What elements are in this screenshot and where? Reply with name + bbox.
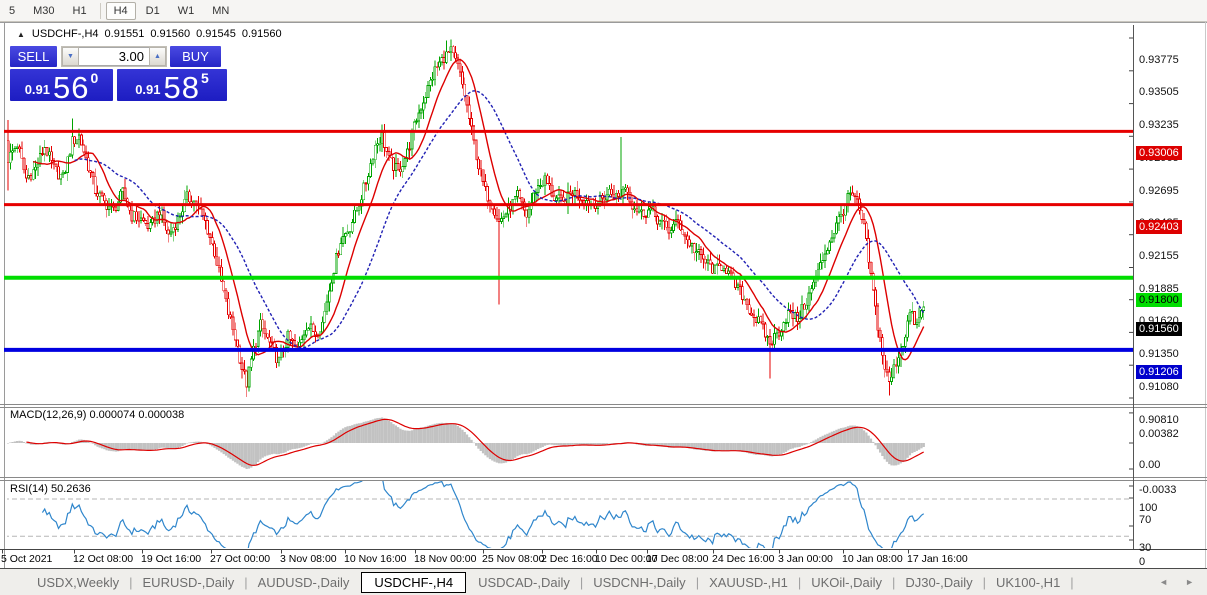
volume-increase-button[interactable]: ▲ — [149, 47, 166, 66]
price-axis-label: 0.93235 — [1139, 119, 1179, 132]
rsi-axis-label: 30 — [1139, 541, 1152, 554]
price-axis-badge: 0.91560 — [1136, 321, 1182, 336]
macd-axis-label: 0.00 — [1139, 458, 1161, 471]
price-axis-badge: 0.91206 — [1136, 364, 1182, 379]
chart-tab-uk100-h1[interactable]: UK100-,H1 — [995, 574, 1061, 590]
time-axis-label: 27 Oct 00:00 — [210, 553, 271, 565]
buy-price-display[interactable]: 0.91 58 5 — [117, 69, 227, 105]
price-axis-badge: 0.93006 — [1136, 146, 1182, 161]
chart-symbol-header: ▲ USDCHF-,H4 0.91551 0.91560 0.91545 0.91560 — [17, 28, 282, 40]
macd-indicator-label: MACD(12,26,9) 0.000074 0.000038 — [10, 409, 185, 421]
tab-separator: | — [579, 574, 584, 590]
time-axis-label: 18 Nov 00:00 — [414, 553, 477, 565]
time-axis-label: 25 Nov 08:00 — [482, 553, 545, 565]
timeframe-button-w1[interactable]: W1 — [177, 4, 195, 17]
buy-price-big: 58 — [163, 70, 200, 105]
tab-separator: | — [129, 574, 133, 590]
chart-tab-xauusd-h1[interactable]: XAUUSD-,H1 — [709, 574, 788, 590]
chart-tab-usdchf-h4[interactable]: USDCHF-,H4 — [361, 571, 467, 593]
buy-price-prefix: 0.91 — [135, 82, 161, 97]
chart-tab-usdx-weekly[interactable]: USDX,Weekly — [37, 574, 120, 590]
sell-price-pip: 0 — [90, 70, 99, 86]
time-axis-label: 12 Oct 08:00 — [73, 553, 134, 565]
price-axis-label: 0.93775 — [1139, 53, 1179, 66]
chart-window: ▲ USDCHF-,H4 0.91551 0.91560 0.91545 0.91560 … — [0, 22, 1207, 568]
volume-spinner: ▼ ▲ — [61, 46, 167, 67]
toolbar-separator — [99, 2, 101, 19]
price-axis-label: 0.93505 — [1139, 86, 1179, 99]
volume-input[interactable] — [79, 47, 149, 66]
timeframe-button-h1[interactable]: H1 — [72, 4, 87, 17]
time-axis-label: 10 Nov 16:00 — [344, 553, 407, 565]
time-axis-label: 19 Oct 16:00 — [141, 553, 202, 565]
tab-scroll-left-icon[interactable]: ◄ — [1159, 577, 1169, 587]
time-axis-label: 17 Dec 08:00 — [646, 553, 709, 565]
tab-scroll-right-icon[interactable]: ► — [1185, 577, 1194, 587]
sell-price-prefix: 0.91 — [24, 82, 51, 97]
rsi-axis-label: 100 — [1139, 501, 1158, 514]
time-axis-label: 10 Jan 08:00 — [842, 553, 903, 565]
sell-button[interactable]: SELL — [10, 46, 57, 67]
chart-title: USDCHF-,H4 — [31, 28, 99, 40]
rsi-axis-label: 70 — [1139, 513, 1152, 526]
time-axis-label: 3 Jan 00:00 — [778, 553, 833, 565]
ohlc-high: 0.91560 — [150, 28, 191, 40]
macd-axis-label: -0.0033 — [1139, 484, 1177, 497]
price-axis-label: 0.91080 — [1139, 380, 1179, 393]
time-axis-label: 24 Dec 16:00 — [712, 553, 775, 565]
ohlc-open: 0.91551 — [104, 28, 145, 40]
tab-scroll-controls: ◄ ► — [1159, 577, 1207, 587]
time-axis-label: 3 Nov 08:00 — [280, 553, 337, 565]
price-axis-label: 0.92155 — [1139, 250, 1179, 263]
timeframe-button-d1[interactable]: D1 — [145, 4, 160, 17]
timeframe-button-h4[interactable]: H4 — [105, 1, 136, 20]
tab-separator: | — [244, 574, 248, 590]
tab-separator: | — [1070, 574, 1074, 590]
price-axis-label: 0.91350 — [1139, 347, 1179, 360]
time-axis-label: 2 Dec 16:00 — [541, 553, 598, 565]
timeframe-button-m30[interactable]: M30 — [33, 4, 55, 17]
timeframe-button-mn[interactable]: MN — [212, 4, 230, 17]
timeframe-toolbar: 5 M30 H1 H4 D1 W1 MN — [0, 0, 1207, 22]
chart-tab-bar: USDX,Weekly | EURUSD-,Daily | AUDUSD-,Daily U… — [0, 568, 1207, 595]
chart-tab-audusd-daily[interactable]: AUDUSD-,Daily — [257, 574, 350, 590]
ohlc-low: 0.91545 — [196, 28, 236, 40]
tab-separator: | — [797, 574, 802, 590]
price-axis-badge: 0.91800 — [1136, 292, 1182, 307]
time-axis-label: 17 Jan 16:00 — [907, 553, 968, 565]
buy-button[interactable]: BUY — [170, 46, 221, 67]
timeframe-button-5[interactable]: 5 — [9, 4, 16, 17]
chart-tab-usdcnh-daily[interactable]: USDCNH-,Daily — [593, 574, 686, 590]
volume-decrease-button[interactable]: ▼ — [62, 47, 79, 66]
rsi-axis-label: 0 — [1139, 555, 1146, 568]
macd-axis-label: 0.00382 — [1139, 428, 1179, 441]
volume-increase-icon: ▲ — [154, 53, 161, 60]
chart-tab-dj30-daily[interactable]: DJ30-,Daily — [905, 574, 973, 590]
tab-separator: | — [892, 574, 896, 590]
time-axis-label: 10 Dec 00:00 — [595, 553, 658, 565]
chart-tab-eurusd-daily[interactable]: EURUSD-,Daily — [142, 574, 235, 590]
price-axis-label: 0.91885 — [1139, 282, 1179, 295]
sell-price-big: 56 — [53, 70, 90, 105]
ohlc-close: 0.91560 — [241, 28, 282, 40]
buy-price-pip: 5 — [201, 70, 209, 86]
price-axis-badge: 0.92403 — [1136, 219, 1182, 234]
tab-separator: | — [982, 574, 986, 590]
sell-price-display[interactable]: 0.91 56 0 — [10, 69, 113, 105]
price-axis-label: 0.92695 — [1139, 184, 1179, 197]
chart-tab-usdcad-daily[interactable]: USDCAD-,Daily — [478, 574, 570, 590]
time-axis-label: 5 Oct 2021 — [1, 553, 53, 565]
rsi-indicator-label: RSI(14) 50.2636 — [10, 483, 91, 495]
chart-tab-ukoil-daily[interactable]: UKOil-,Daily — [811, 574, 883, 590]
volume-decrease-icon: ▼ — [67, 53, 74, 60]
panel-collapse-icon[interactable]: ▲ — [17, 30, 25, 39]
tab-separator: | — [695, 574, 700, 590]
price-axis-label: 0.90810 — [1139, 413, 1179, 426]
price-chart-canvas[interactable] — [0, 22, 1207, 568]
